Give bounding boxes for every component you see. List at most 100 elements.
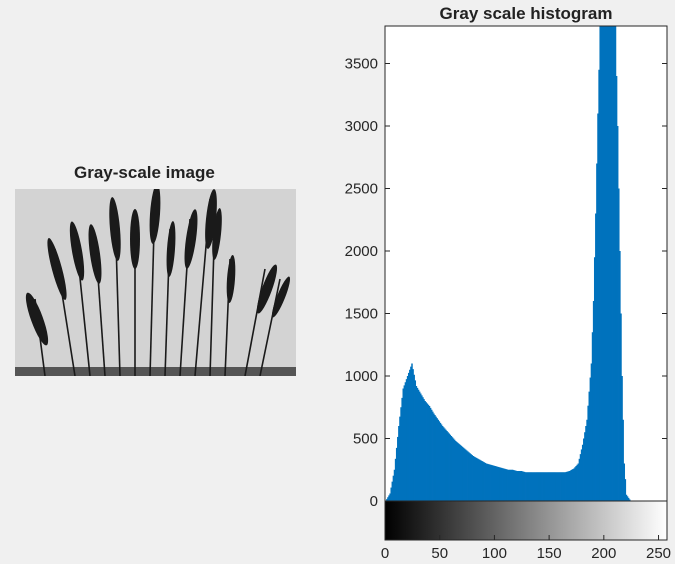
histogram-bar: [415, 386, 418, 501]
histogram-bar: [584, 432, 586, 501]
histogram-bar: [420, 393, 422, 501]
histogram-bar: [423, 399, 425, 501]
histogram-bar: [451, 437, 454, 501]
histogram-bar: [497, 466, 500, 501]
chart-title: Gray scale histogram: [440, 4, 613, 23]
histogram-bar: [580, 449, 583, 501]
x-tick-label: 200: [591, 545, 616, 562]
histogram-bar: [608, 26, 610, 501]
histogram-bar: [565, 471, 568, 501]
histogram-bar: [503, 468, 505, 501]
histogram-bar: [571, 469, 573, 501]
histogram-bar: [622, 419, 624, 501]
x-tick-label: 250: [646, 545, 671, 562]
histogram-bar: [433, 413, 435, 501]
histogram-bar: [481, 461, 483, 501]
histogram-bar: [550, 472, 552, 501]
histogram-bar: [564, 472, 566, 501]
histogram-bar: [540, 472, 542, 501]
y-tick-label: 500: [353, 431, 378, 448]
histogram-bar: [586, 419, 588, 501]
histogram-bar: [458, 443, 460, 501]
histogram-bar: [537, 472, 539, 501]
histogram-bar: [543, 472, 546, 501]
histogram-bar: [452, 438, 455, 501]
histogram-bar: [453, 439, 456, 501]
histogram-bar: [600, 26, 603, 501]
histogram-bar: [625, 494, 628, 501]
histogram-bar: [401, 397, 403, 501]
histogram-bar: [526, 472, 528, 501]
histogram-bar: [568, 471, 571, 501]
x-tick-label: 150: [537, 545, 562, 562]
histogram-bar: [465, 450, 468, 501]
histogram-bar: [607, 26, 609, 501]
histogram-bar: [502, 468, 504, 501]
histogram-bar: [528, 472, 530, 501]
histogram-bar: [523, 471, 526, 501]
histogram-bar: [470, 454, 472, 501]
histogram-bar: [555, 472, 558, 501]
histogram-bar: [389, 493, 391, 501]
histogram-bar: [432, 411, 434, 501]
histogram-bar: [618, 188, 620, 501]
histogram-bar: [620, 313, 622, 501]
histogram-bar: [549, 472, 551, 501]
histogram-bar: [627, 497, 630, 501]
histogram-bar: [467, 451, 469, 501]
histogram-bar: [517, 471, 519, 501]
histogram-bar: [513, 470, 515, 501]
histogram-bars: [386, 26, 631, 501]
histogram-bar: [421, 395, 423, 501]
histogram-bar: [386, 499, 388, 501]
histogram-bar: [507, 469, 510, 501]
histogram-bar: [406, 376, 409, 501]
histogram-bar: [604, 26, 607, 501]
histogram-bar: [563, 472, 565, 501]
histogram-bar: [487, 464, 490, 501]
histogram-bar: [590, 363, 593, 501]
histogram-bar: [589, 377, 592, 501]
histogram-bar: [615, 76, 618, 501]
histogram-bar: [427, 404, 430, 501]
histogram-bar: [603, 26, 606, 501]
histogram-bar: [532, 472, 535, 501]
x-tick-label: 0: [381, 545, 389, 562]
histogram-bar: [551, 472, 553, 501]
histogram-bar: [531, 472, 534, 501]
histogram-bar: [482, 461, 484, 501]
histogram-bar: [472, 456, 475, 501]
histogram-bar: [430, 409, 433, 501]
histogram-bar: [412, 369, 414, 501]
histogram-bar: [391, 481, 394, 501]
histogram-bar: [490, 464, 492, 501]
histogram-bar: [610, 26, 612, 501]
histogram-bar: [480, 460, 482, 501]
histogram-bar: [575, 466, 577, 501]
histogram-bar: [505, 469, 507, 501]
histogram-bar: [576, 464, 578, 501]
histogram-bar: [518, 471, 520, 501]
histogram-bar: [602, 26, 605, 501]
histogram-bar: [479, 459, 481, 501]
histogram-bar: [398, 426, 400, 501]
histogram-bar: [557, 472, 560, 501]
histogram-bar: [533, 472, 536, 501]
x-axis: 0 50 100 150 200 250: [381, 535, 671, 562]
histogram-bar: [485, 463, 488, 501]
histogram-bar: [583, 438, 585, 501]
histogram-bar: [409, 369, 411, 501]
histogram-bar: [417, 389, 420, 501]
histogram-bar: [416, 387, 419, 501]
histogram-bar: [592, 301, 595, 501]
histogram-bar: [585, 426, 587, 501]
histogram-bar: [558, 472, 561, 501]
histogram-bar: [577, 463, 580, 501]
histogram-bar: [596, 163, 598, 501]
histogram-bar: [519, 471, 522, 501]
y-tick-label: 3000: [345, 118, 378, 135]
histogram-bar: [628, 499, 631, 501]
histogram-bar: [516, 471, 518, 501]
histogram-bar: [474, 457, 477, 501]
